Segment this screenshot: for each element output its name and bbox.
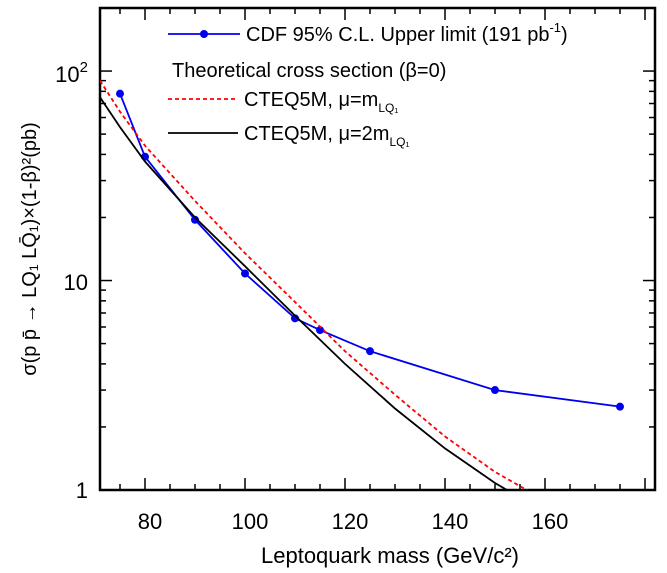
y-tick-labels: 1 10 102 — [55, 59, 88, 503]
series-cteq5m-mu1-line — [100, 80, 529, 490]
y-tick-label: 102 — [55, 59, 88, 87]
y-tick-label: 1 — [76, 478, 88, 503]
axis-ticks — [100, 7, 655, 491]
plot-frame — [98, 6, 657, 492]
legend-entry-cdf-tail: ) — [561, 24, 568, 46]
legend-entry-cdf-text: CDF 95% C.L. Upper limit (191 pb — [246, 24, 549, 46]
legend-entry-cdf: CDF 95% C.L. Upper limit (191 pb-1) — [246, 20, 568, 46]
x-tick-label: 100 — [232, 509, 269, 534]
legend-marker-cdf — [200, 30, 208, 38]
legend-entry-cteq-mu2-text: CTEQ5M, μ=2m — [244, 123, 389, 145]
y-axis-label: σ(p p̄ → LQ₁ LQ̄₁)×(1-β)²(pb) — [18, 122, 41, 376]
data-point — [616, 402, 624, 411]
data-point — [366, 347, 374, 356]
y-tick-label-exponent: 2 — [80, 59, 88, 76]
legend-entry-cdf-sup: -1 — [549, 20, 561, 35]
legend-entry-cteq-mu1-sub: LQ₁ — [378, 101, 398, 115]
legend-entry-cteq-mu1-text: CTEQ5M, μ=m — [244, 89, 378, 111]
x-tick-label: 140 — [432, 509, 469, 534]
series-cteq5m-mu2-line — [100, 96, 509, 490]
x-tick-label: 160 — [532, 509, 569, 534]
y-tick-label-base: 10 — [55, 62, 79, 87]
x-tick-label: 80 — [138, 509, 162, 534]
series-group — [100, 80, 624, 490]
data-point — [191, 215, 199, 224]
x-axis-label: Leptoquark mass (GeV/c²) — [261, 543, 519, 568]
x-tick-label: 120 — [332, 509, 369, 534]
legend: CDF 95% C.L. Upper limit (191 pb-1) Theo… — [168, 20, 568, 149]
data-point — [116, 89, 124, 98]
data-point — [491, 386, 499, 395]
x-tick-labels: 80 100 120 140 160 — [138, 509, 569, 534]
legend-entry-cteq-mu1: CTEQ5M, μ=mLQ₁ — [244, 89, 398, 115]
data-point — [316, 326, 324, 335]
legend-entry-cteq-mu2: CTEQ5M, μ=2mLQ₁ — [244, 123, 410, 149]
y-tick-label: 10 — [64, 270, 88, 295]
legend-title: Theoretical cross section (β=0) — [172, 60, 446, 82]
legend-entry-cteq-mu2-sub: LQ₁ — [389, 135, 409, 149]
data-point — [241, 269, 249, 278]
